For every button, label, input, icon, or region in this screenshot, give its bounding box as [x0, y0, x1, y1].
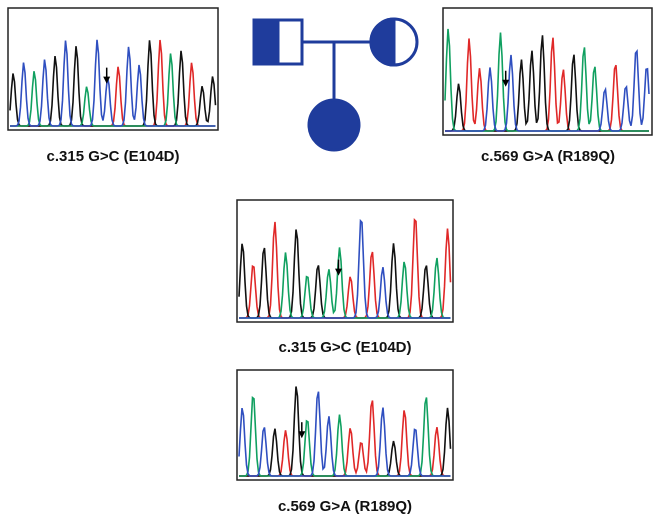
chromatogram [237, 370, 453, 480]
mother-fill [371, 19, 394, 65]
chromatogram [237, 200, 453, 322]
chromatogram [8, 8, 218, 130]
chromatogram [443, 8, 652, 135]
chromatogram-frame [8, 8, 218, 130]
chromatogram-frame [237, 200, 453, 322]
figure: c.315 G>C (E104D) c.569 G>A (R189Q) c.31… [0, 0, 659, 518]
caption: c.315 G>C (E104D) [279, 339, 412, 356]
caption: c.569 G>A (R189Q) [278, 498, 412, 515]
chromatogram-frame [237, 370, 453, 480]
father-fill [254, 20, 278, 64]
page: {"panels": [ {"caption": "c.315 G>C (E10… [0, 0, 659, 518]
child [309, 100, 359, 150]
pedigree [254, 19, 417, 150]
caption: c.315 G>C (E104D) [47, 148, 180, 165]
caption: c.569 G>A (R189Q) [481, 148, 615, 165]
chromatogram-frame [443, 8, 652, 135]
